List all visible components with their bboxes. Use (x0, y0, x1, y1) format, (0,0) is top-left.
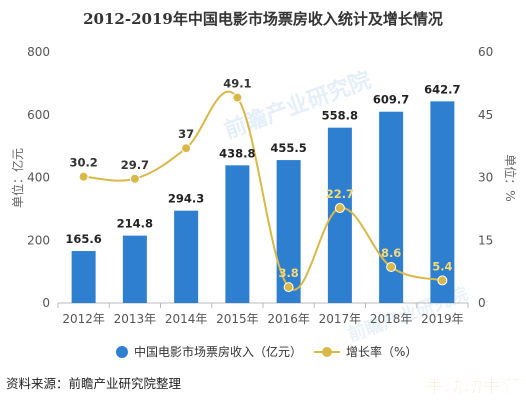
bar-value-label: 558.8 (322, 109, 358, 123)
line-value-label: 22.7 (326, 187, 354, 201)
right-tick-label: 60 (478, 45, 493, 59)
left-tick-label: 800 (27, 45, 50, 59)
x-tick-label: 2013年 (114, 312, 157, 326)
bar (225, 165, 250, 303)
legend-line-label: 增长率（%） (346, 344, 417, 359)
bar-value-label: 438.8 (219, 146, 255, 160)
bar (174, 210, 199, 303)
left-tick-label: 200 (27, 233, 50, 247)
line-value-label: 29.7 (121, 158, 149, 172)
bar (430, 101, 455, 303)
bar (71, 251, 96, 303)
line-value-label: 49.1 (223, 77, 251, 91)
line-value-label: 8.6 (381, 246, 401, 260)
source-note: 资料来源：前瞻产业研究院整理 (6, 376, 182, 391)
axes: 0 200 400 600 800 0 15 30 45 60 2012年 2013年 2014年 201… (27, 45, 493, 326)
legend-line-dot (322, 347, 332, 357)
left-tick-label: 600 (27, 108, 50, 122)
line-value-label: 30.2 (69, 156, 97, 170)
line-point (181, 143, 192, 154)
x-tick-label: 2019年 (421, 312, 464, 326)
x-tick-label: 2012年 (62, 312, 105, 326)
corner-badge: 手动动手游 (425, 374, 521, 398)
x-tick-label: 2015年 (216, 312, 259, 326)
bar-value-label: 642.7 (424, 82, 460, 96)
legend-bar-marker (116, 346, 128, 358)
line-value-label: 3.8 (278, 266, 298, 280)
legend: 中国电影市场票房收入（亿元） 增长率（%） (116, 344, 417, 359)
bar-value-label: 214.8 (117, 217, 153, 231)
x-tick-label: 2017年 (319, 312, 362, 326)
bar (276, 160, 301, 303)
legend-bar-label: 中国电影市场票房收入（亿元） (134, 344, 302, 359)
line-point (129, 173, 140, 184)
line-point (283, 282, 294, 293)
line-point (78, 171, 89, 182)
line-series (78, 90, 448, 293)
bar-value-label: 165.6 (65, 232, 101, 246)
right-tick-label: 0 (478, 296, 486, 310)
left-tick-label: 400 (27, 171, 50, 185)
right-axis-title: 单位：% (503, 154, 518, 201)
line-value-label: 37 (178, 127, 194, 141)
data-labels: 165.6 214.8 294.3 438.8 455.5 558.8 609.7 642.7… (65, 75, 460, 280)
line-point (437, 275, 448, 286)
x-tick-label: 2014年 (165, 312, 208, 326)
corner-badge-text: 手动动手游 (425, 374, 520, 397)
left-tick-label: 0 (42, 296, 50, 310)
x-tick-label: 2016年 (267, 312, 310, 326)
bar-value-label: 455.5 (270, 141, 306, 155)
line-point (386, 262, 397, 273)
right-tick-label: 30 (478, 171, 493, 185)
bar (379, 111, 404, 303)
bar-value-label: 294.3 (168, 192, 204, 206)
x-tick-label: 2018年 (370, 312, 413, 326)
line-point (232, 92, 243, 103)
right-tick-label: 15 (478, 233, 493, 247)
line-value-label: 5.4 (432, 259, 452, 273)
line-point (334, 203, 345, 214)
right-tick-label: 45 (478, 108, 493, 122)
bar-value-label: 609.7 (373, 93, 409, 107)
left-axis-title: 单位：亿元 (10, 148, 25, 208)
bar (122, 235, 147, 303)
chart-title: 2012-2019年中国电影市场票房收入统计及增长情况 (83, 10, 443, 28)
growth-line (83, 90, 443, 291)
